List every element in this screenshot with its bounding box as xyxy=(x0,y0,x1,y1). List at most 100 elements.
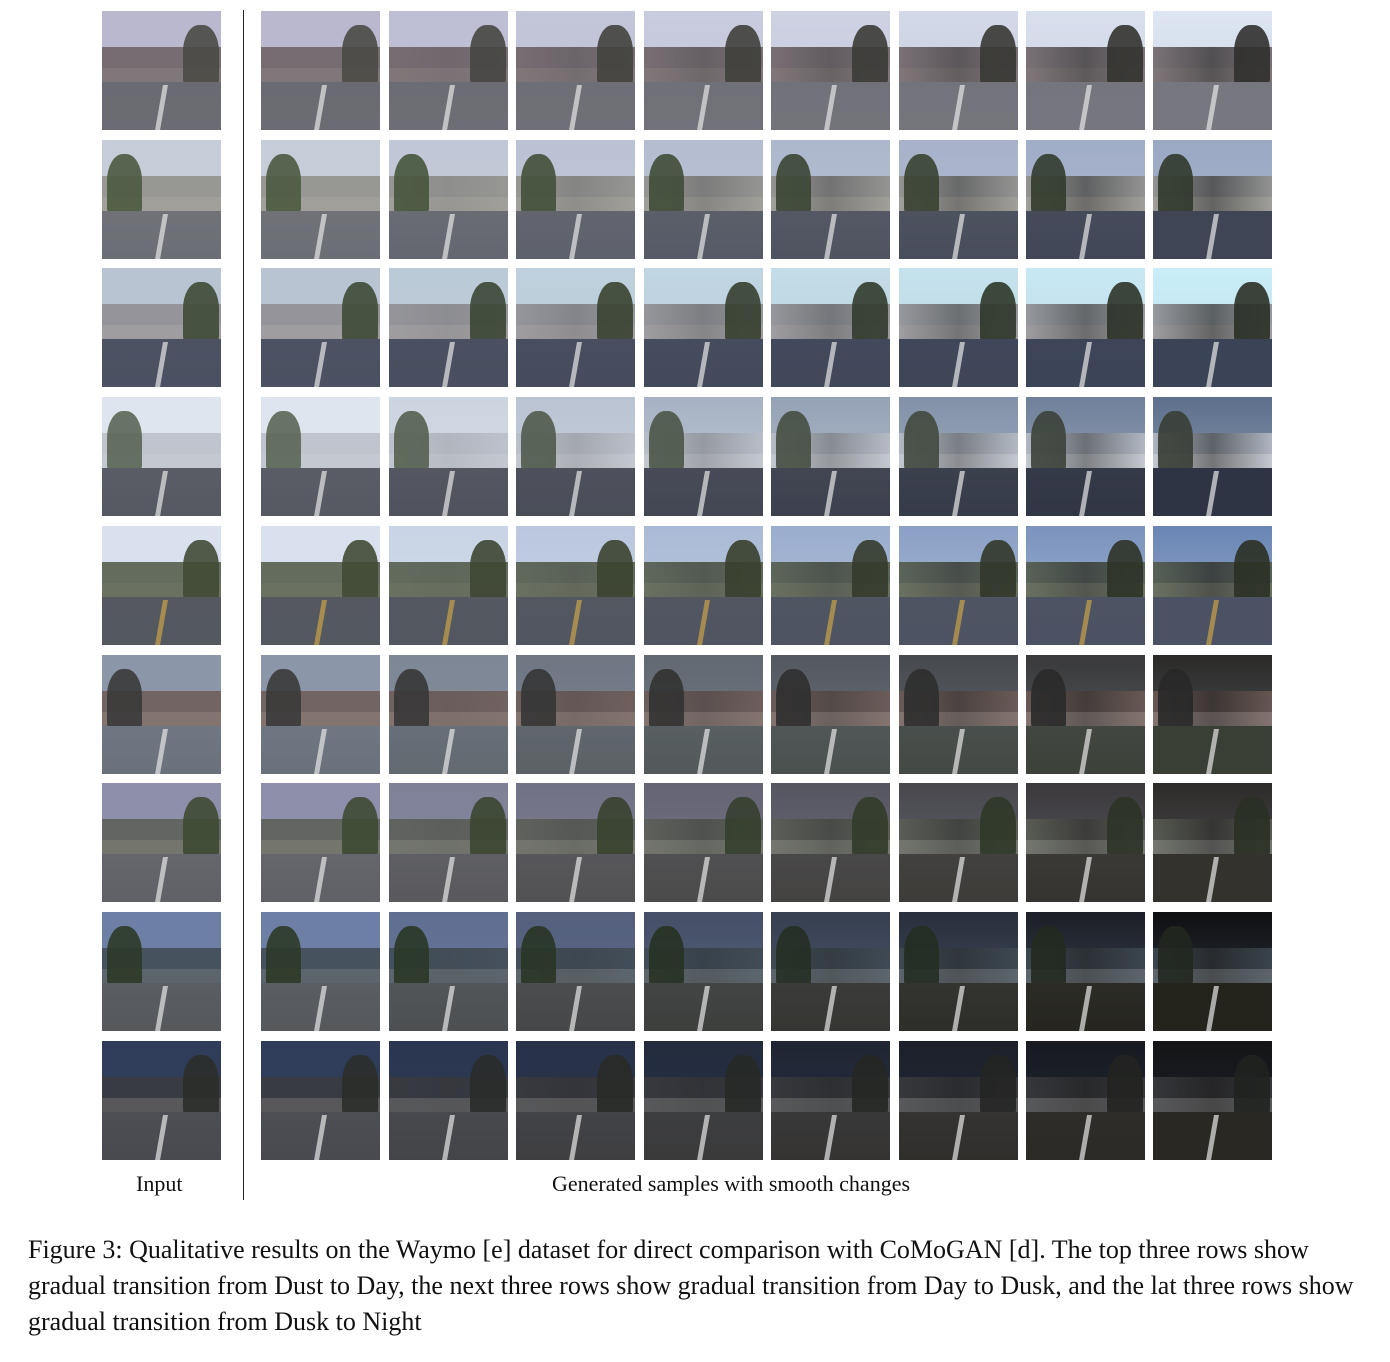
generated-image xyxy=(771,912,890,1031)
generated-image xyxy=(771,397,890,516)
tree-region xyxy=(851,282,888,342)
tree-region xyxy=(393,411,430,471)
tree-region xyxy=(182,282,219,342)
generated-image xyxy=(899,912,1018,1031)
generated-image xyxy=(516,912,635,1031)
input-image xyxy=(102,397,221,516)
tree-region xyxy=(520,926,557,986)
tree-region xyxy=(265,669,302,729)
tree-region xyxy=(724,540,761,600)
generated-image xyxy=(389,140,508,259)
tree-region xyxy=(775,669,812,729)
generated-image xyxy=(644,526,763,645)
tree-region xyxy=(1233,1055,1270,1115)
generated-image xyxy=(1026,1041,1145,1160)
tree-region xyxy=(469,797,506,857)
generated-columns-label: Generated samples with smooth changes xyxy=(552,1171,911,1196)
generated-image xyxy=(261,1041,380,1160)
tree-region xyxy=(341,25,378,85)
generated-image xyxy=(771,526,890,645)
tree-region xyxy=(596,540,633,600)
generated-image xyxy=(261,783,380,902)
tree-region xyxy=(903,669,940,729)
generated-image xyxy=(1026,526,1145,645)
generated-image xyxy=(389,11,508,130)
tree-region xyxy=(341,540,378,600)
tree-region xyxy=(775,154,812,214)
generated-image xyxy=(516,526,635,645)
tree-region xyxy=(1106,282,1143,342)
generated-image xyxy=(1026,655,1145,774)
input-image xyxy=(102,268,221,387)
generated-image xyxy=(1153,655,1272,774)
generated-image xyxy=(1026,140,1145,259)
tree-region xyxy=(182,1055,219,1115)
generated-image xyxy=(644,268,763,387)
generated-image xyxy=(1153,912,1272,1031)
generated-image xyxy=(1026,783,1145,902)
tree-region xyxy=(1106,25,1143,85)
generated-image xyxy=(1153,783,1272,902)
generated-image xyxy=(516,268,635,387)
tree-region xyxy=(1030,669,1067,729)
tree-region xyxy=(106,411,143,471)
generated-image xyxy=(261,140,380,259)
generated-image xyxy=(516,140,635,259)
tree-region xyxy=(724,25,761,85)
tree-region xyxy=(106,669,143,729)
tree-region xyxy=(341,797,378,857)
generated-image xyxy=(899,783,1018,902)
tree-region xyxy=(979,797,1016,857)
tree-region xyxy=(851,25,888,85)
tree-region xyxy=(724,1055,761,1115)
generated-image xyxy=(644,11,763,130)
input-image xyxy=(102,11,221,130)
tree-region xyxy=(979,25,1016,85)
tree-region xyxy=(648,669,685,729)
generated-image xyxy=(389,1041,508,1160)
input-image xyxy=(102,912,221,1031)
generated-image xyxy=(261,526,380,645)
tree-region xyxy=(265,411,302,471)
tree-region xyxy=(1233,797,1270,857)
input-image xyxy=(102,526,221,645)
tree-region xyxy=(1030,154,1067,214)
generated-image xyxy=(1026,912,1145,1031)
generated-image xyxy=(771,655,890,774)
generated-image xyxy=(261,268,380,387)
generated-image xyxy=(1026,397,1145,516)
generated-image xyxy=(644,655,763,774)
generated-image xyxy=(1153,11,1272,130)
generated-image xyxy=(261,11,380,130)
tree-region xyxy=(903,154,940,214)
generated-image xyxy=(899,268,1018,387)
tree-region xyxy=(182,540,219,600)
tree-region xyxy=(182,25,219,85)
tree-region xyxy=(1233,282,1270,342)
tree-region xyxy=(979,1055,1016,1115)
generated-image xyxy=(771,268,890,387)
generated-image xyxy=(1153,397,1272,516)
tree-region xyxy=(596,282,633,342)
generated-image xyxy=(899,11,1018,130)
generated-image xyxy=(1153,1041,1272,1160)
generated-image xyxy=(516,11,635,130)
tree-region xyxy=(903,926,940,986)
generated-image xyxy=(644,397,763,516)
generated-image xyxy=(899,140,1018,259)
tree-region xyxy=(393,926,430,986)
generated-image xyxy=(899,397,1018,516)
tree-region xyxy=(775,926,812,986)
generated-image xyxy=(516,397,635,516)
tree-region xyxy=(903,411,940,471)
tree-region xyxy=(724,282,761,342)
tree-region xyxy=(851,797,888,857)
tree-region xyxy=(1106,1055,1143,1115)
tree-region xyxy=(775,411,812,471)
generated-image xyxy=(389,655,508,774)
tree-region xyxy=(1157,926,1194,986)
tree-region xyxy=(1233,25,1270,85)
generated-image xyxy=(1153,140,1272,259)
generated-image xyxy=(644,1041,763,1160)
tree-region xyxy=(648,926,685,986)
